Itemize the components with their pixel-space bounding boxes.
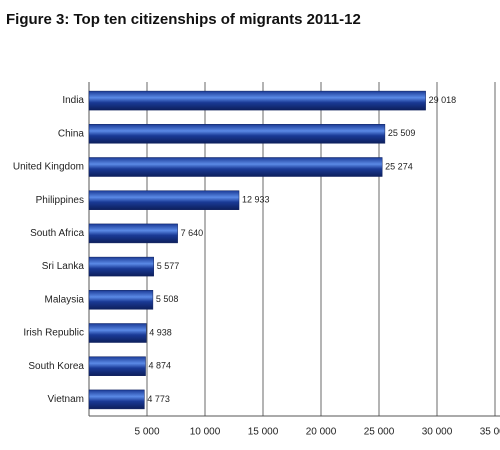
x-tick-label: 30 000 — [422, 427, 453, 438]
y-tick-label: Vietnam — [47, 394, 84, 405]
bar — [88, 323, 147, 343]
x-tick-label: 35 000 — [480, 427, 500, 438]
bar — [88, 190, 240, 210]
value-label: 7 640 — [181, 228, 204, 238]
value-label: 29 018 — [429, 95, 457, 105]
value-label: 5 508 — [156, 294, 179, 304]
y-tick-label: Philippines — [36, 195, 84, 206]
y-tick-label: South Africa — [30, 228, 84, 239]
y-tick-label: China — [58, 128, 85, 139]
bar — [88, 223, 178, 244]
y-tick-label: Irish Republic — [23, 328, 84, 339]
bar — [88, 290, 154, 310]
chart-title: Figure 3: Top ten citizenships of migran… — [6, 11, 361, 28]
value-label: 12 933 — [242, 195, 270, 205]
y-tick-label: Malaysia — [45, 294, 85, 305]
bar — [88, 256, 154, 277]
value-label: 25 274 — [385, 161, 413, 171]
y-tick-label: Sri Lanka — [42, 261, 85, 272]
value-label: 5 577 — [157, 261, 180, 271]
x-tick-label: 15 000 — [248, 427, 279, 438]
x-tick-label: 20 000 — [306, 427, 337, 438]
y-tick-label: United Kingdom — [13, 162, 84, 173]
value-label: 25 509 — [388, 128, 416, 138]
bar — [88, 389, 145, 410]
x-tick-label: 5 000 — [134, 427, 159, 438]
x-tick-label: 25 000 — [364, 427, 395, 438]
y-tick-label: South Korea — [28, 361, 84, 372]
bar — [88, 90, 426, 111]
bar — [88, 124, 386, 144]
bar — [88, 356, 146, 376]
value-label: 4 874 — [149, 361, 172, 371]
y-tick-label: India — [62, 95, 84, 106]
value-label: 4 773 — [147, 394, 170, 404]
value-label: 4 938 — [149, 327, 172, 337]
x-tick-label: 10 000 — [190, 427, 221, 438]
bar — [88, 157, 383, 177]
